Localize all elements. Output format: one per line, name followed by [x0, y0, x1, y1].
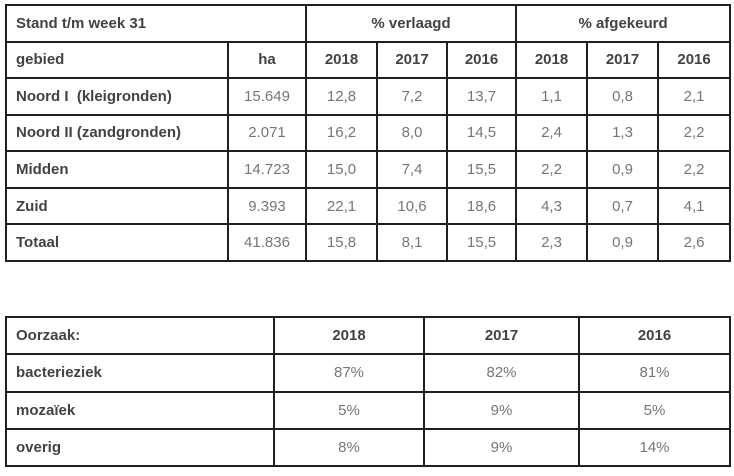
- data-cell: 2,3: [515, 223, 589, 262]
- group-header-afgekeurd: % afgekeurd: [515, 4, 732, 43]
- cause-label: mozaïek: [5, 390, 275, 430]
- data-cell: 7,2: [376, 77, 448, 116]
- data-cell: 15.649: [227, 77, 307, 116]
- column-header-ha: ha: [227, 40, 307, 80]
- data-cell: 9.393: [227, 186, 307, 226]
- data-cell: 2.071: [227, 113, 307, 153]
- row-label-gebied: Noord II (zandgronden): [5, 113, 229, 153]
- year-header: 2016: [578, 315, 731, 356]
- table-row: overig 8% 9% 14%: [5, 427, 731, 468]
- data-cell: 2,1: [657, 77, 732, 116]
- data-cell: 9%: [423, 390, 580, 430]
- table-row: gebied ha 2018 2017 2016 2018 2017 2016: [5, 40, 732, 80]
- data-cell: 18,6: [445, 186, 518, 226]
- column-header-year: 2018: [305, 40, 378, 80]
- data-cell: 8,1: [376, 223, 448, 262]
- data-cell: 15,8: [305, 223, 378, 262]
- table-row: bacterieziek 87% 82% 81%: [5, 353, 731, 393]
- data-cell: 8%: [273, 427, 425, 468]
- data-cell: 22,1: [305, 186, 378, 226]
- year-header: 2017: [423, 315, 580, 356]
- data-cell: 1,1: [515, 77, 589, 116]
- data-cell: 12,8: [305, 77, 378, 116]
- data-cell: 2,6: [657, 223, 732, 262]
- data-cell: 4,3: [515, 186, 589, 226]
- data-cell: 1,3: [586, 113, 660, 153]
- row-label-gebied: Midden: [5, 150, 229, 189]
- row-label-gebied: Noord I (kleigronden): [5, 77, 229, 116]
- group-header-verlaagd: % verlaagd: [304, 4, 518, 43]
- column-header-gebied: gebied: [5, 40, 229, 80]
- data-cell: 5%: [273, 390, 425, 430]
- data-cell: 15,0: [305, 150, 378, 189]
- table-row: Midden 14.723 15,0 7,4 15,5 2,2 0,9 2,2: [5, 150, 732, 189]
- data-cell: 41.836: [227, 223, 307, 262]
- data-cell: 7,4: [376, 150, 448, 189]
- table-row: Noord II (zandgronden) 2.071 16,2 8,0 14…: [5, 113, 732, 153]
- stand-table: Stand t/m week 31 % verlaagd % afgekeurd…: [5, 4, 732, 262]
- data-cell: 2,2: [515, 150, 589, 189]
- data-cell: 0,9: [586, 150, 660, 189]
- data-cell: 2,4: [515, 113, 589, 153]
- data-cell: 87%: [273, 353, 425, 393]
- data-cell: 9%: [423, 427, 580, 468]
- data-cell: 13,7: [445, 77, 518, 116]
- data-cell: 14.723: [227, 150, 307, 189]
- table-row: mozaïek 5% 9% 5%: [5, 390, 731, 430]
- data-cell: 2,2: [657, 113, 732, 153]
- year-header: 2018: [273, 315, 425, 356]
- table-row: Totaal 41.836 15,8 8,1 15,5 2,3 0,9 2,6: [5, 223, 732, 262]
- table-row: Oorzaak: 2018 2017 2016: [5, 315, 731, 356]
- column-header-year: 2017: [586, 40, 660, 80]
- data-cell: 81%: [578, 353, 731, 393]
- data-cell: 82%: [423, 353, 580, 393]
- cause-label: overig: [5, 427, 275, 468]
- data-cell: 14%: [578, 427, 731, 468]
- column-header-year: 2018: [515, 40, 589, 80]
- column-header-year: 2017: [376, 40, 448, 80]
- column-header-year: 2016: [445, 40, 518, 80]
- table-row: Zuid 9.393 22,1 10,6 18,6 4,3 0,7 4,1: [5, 186, 732, 226]
- column-header-year: 2016: [657, 40, 732, 80]
- row-label-gebied: Zuid: [5, 186, 229, 226]
- row-label-totaal: Totaal: [5, 223, 229, 262]
- data-cell: 16,2: [305, 113, 378, 153]
- data-cell: 10,6: [376, 186, 448, 226]
- data-cell: 0,7: [586, 186, 660, 226]
- data-cell: 8,0: [376, 113, 448, 153]
- data-cell: 0,9: [586, 223, 660, 262]
- data-cell: 0,8: [586, 77, 660, 116]
- data-cell: 5%: [578, 390, 731, 430]
- table-row: Stand t/m week 31 % verlaagd % afgekeurd: [5, 4, 732, 43]
- data-cell: 4,1: [657, 186, 732, 226]
- data-cell: 2,2: [657, 150, 732, 189]
- data-cell: 15,5: [445, 223, 518, 262]
- table-row: Noord I (kleigronden) 15.649 12,8 7,2 13…: [5, 77, 732, 116]
- data-cell: 15,5: [445, 150, 518, 189]
- oorzaak-table: Oorzaak: 2018 2017 2016 bacterieziek 87%…: [5, 315, 731, 468]
- data-cell: 14,5: [445, 113, 518, 153]
- cause-label: bacterieziek: [5, 353, 275, 393]
- oorzaak-header: Oorzaak:: [5, 315, 275, 356]
- stand-table-title: Stand t/m week 31: [5, 4, 307, 43]
